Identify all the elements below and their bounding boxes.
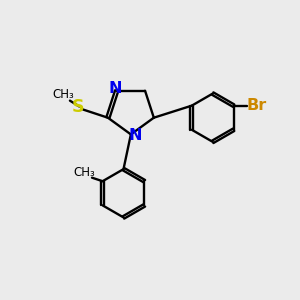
Text: N: N [128, 128, 142, 143]
Text: Br: Br [247, 98, 267, 113]
Text: N: N [108, 81, 122, 96]
Text: CH₃: CH₃ [73, 166, 95, 179]
Text: CH₃: CH₃ [52, 88, 74, 101]
Text: S: S [71, 98, 84, 116]
